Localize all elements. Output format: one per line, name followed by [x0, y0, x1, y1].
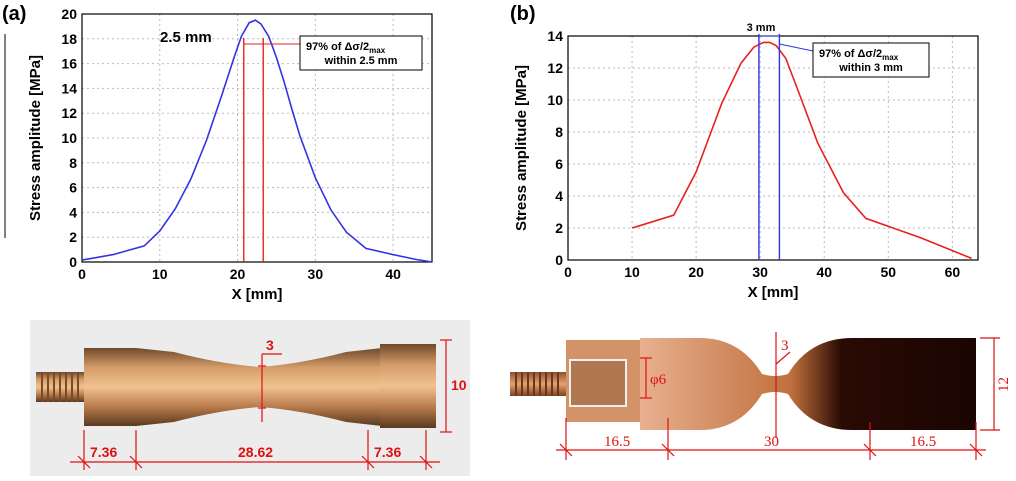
copper-specimen [36, 344, 436, 428]
x-tick-label: 20 [230, 266, 246, 282]
x-tick-label: 40 [385, 266, 401, 282]
callout-leader [779, 43, 814, 52]
dimension-lines-b [556, 332, 1000, 460]
callout-line-2: within 2.5 mm [324, 55, 398, 67]
plot-area-a: 0 10 20 30 40 0 2 4 6 8 10 12 14 16 18 20 X [mm] Stress a… [27, 6, 433, 303]
callout-text: 97% of Δσ/2 [306, 41, 369, 53]
dimension-lines-a [70, 339, 452, 470]
y-tick-label: 12 [547, 60, 563, 76]
dim-a-center: 28.62 [238, 444, 273, 460]
callout-line-2: within 3 mm [838, 62, 903, 74]
y-tick-label: 10 [547, 92, 563, 108]
y-tick-label: 2 [555, 220, 563, 236]
y-tick-label: 4 [69, 204, 77, 220]
dim-b-width: 12 [996, 377, 1012, 392]
callout-box [299, 35, 423, 71]
x-tick-label: 20 [688, 264, 704, 280]
x-axis-label: X [mm] [748, 284, 799, 301]
y-tick-label: 0 [69, 254, 77, 270]
y-tick-label: 10 [61, 130, 77, 146]
span-label: 2.5 mm [160, 29, 212, 46]
dim-a-right: 7.36 [374, 444, 401, 460]
y-tick-label: 14 [547, 28, 563, 44]
x-tick-label: 0 [78, 266, 86, 282]
x-tick-label: 0 [564, 264, 572, 280]
specimen-photo-b: 3 φ6 12 16.5 30 16.5 [500, 322, 1016, 472]
dim-a-diameter: 10 [451, 377, 467, 393]
callout-subscript: max [882, 53, 899, 62]
callout-line-1: 97% of Δσ/2max [819, 48, 899, 62]
dim-b-right: 16.5 [910, 434, 936, 450]
y-axis-label: Stress amplitude [MPa] [27, 55, 44, 221]
y-tick-label: 18 [61, 31, 77, 47]
y-tick-label: 4 [555, 188, 563, 204]
y-tick-label: 8 [69, 155, 77, 171]
dim-a-gauge: 3 [266, 337, 274, 353]
y-tick-label: 14 [61, 80, 77, 96]
dim-a-left: 7.36 [90, 444, 117, 460]
y-axis-label: Stress amplitude [MPa] [513, 65, 530, 231]
dim-b-left: 16.5 [604, 434, 630, 450]
y-tick-label: 8 [555, 124, 563, 140]
y-tick-label: 20 [61, 6, 77, 22]
x-tick-label: 10 [624, 264, 640, 280]
span-label: 3 mm [747, 22, 776, 34]
dim-b-center: 30 [764, 434, 779, 450]
series-line-0 [631, 41, 972, 260]
plate-specimen [510, 338, 976, 430]
series-line-0 [81, 19, 433, 263]
x-axis-label: X [mm] [232, 286, 283, 303]
dim-b-gauge: 3 [781, 338, 789, 354]
callout-text: 97% of Δσ/2 [819, 48, 882, 60]
callout-box [812, 42, 930, 78]
callout-line-1: 97% of Δσ/2max [306, 41, 386, 55]
panel-b-label: (b) [510, 3, 536, 25]
panel-a-label: (a) [2, 3, 26, 25]
x-tick-label: 10 [152, 266, 168, 282]
specimen-photo-a: 3 10 7.36 28.62 7.36 [30, 320, 470, 476]
x-tick-label: 50 [881, 264, 897, 280]
x-tick-label: 30 [752, 264, 768, 280]
panel-b: (b) 0 10 20 30 40 50 60 0 2 4 6 8 10 12 14 X [mm] Stress… [508, 0, 1016, 310]
x-tick-label: 30 [308, 266, 324, 282]
y-tick-label: 16 [61, 56, 77, 72]
panel-a: (a) 0 10 20 30 40 0 2 4 6 8 10 12 14 16 18 20 X [mm] Stre… [0, 0, 508, 310]
plot-frame [81, 13, 433, 263]
y-tick-label: 6 [69, 180, 77, 196]
chart-b: (b) 0 10 20 30 40 50 60 0 2 4 6 8 10 12 14 X [mm] Stress… [510, 3, 979, 301]
x-tick-label: 60 [945, 264, 961, 280]
chart-a: (a) 0 10 20 30 40 0 2 4 6 8 10 12 14 16 18 20 X [mm] Stre… [2, 3, 433, 303]
dim-b-diameter: φ6 [650, 372, 667, 388]
plot-area-b: 0 10 20 30 40 50 60 0 2 4 6 8 10 12 14 X [mm] Stress amp… [513, 22, 979, 301]
y-tick-label: 12 [61, 105, 77, 121]
y-tick-label: 0 [555, 252, 563, 268]
x-tick-label: 40 [816, 264, 832, 280]
callout-subscript: max [369, 46, 386, 55]
y-tick-label: 2 [69, 229, 77, 245]
y-tick-label: 6 [555, 156, 563, 172]
